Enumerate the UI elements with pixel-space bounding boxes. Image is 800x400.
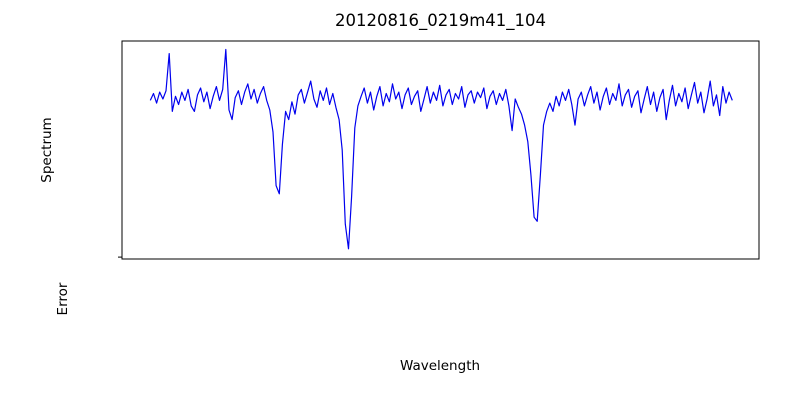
spectrum-line [149,48,733,250]
spectrum-y-axis-label: Spectrum [39,117,55,183]
spectrum-panel-frame [121,40,760,260]
chart-title: 20120816_0219m41_104 [334,11,547,30]
x-axis-label: Wavelength [399,358,481,374]
error-y-axis-label: Error [55,282,71,316]
